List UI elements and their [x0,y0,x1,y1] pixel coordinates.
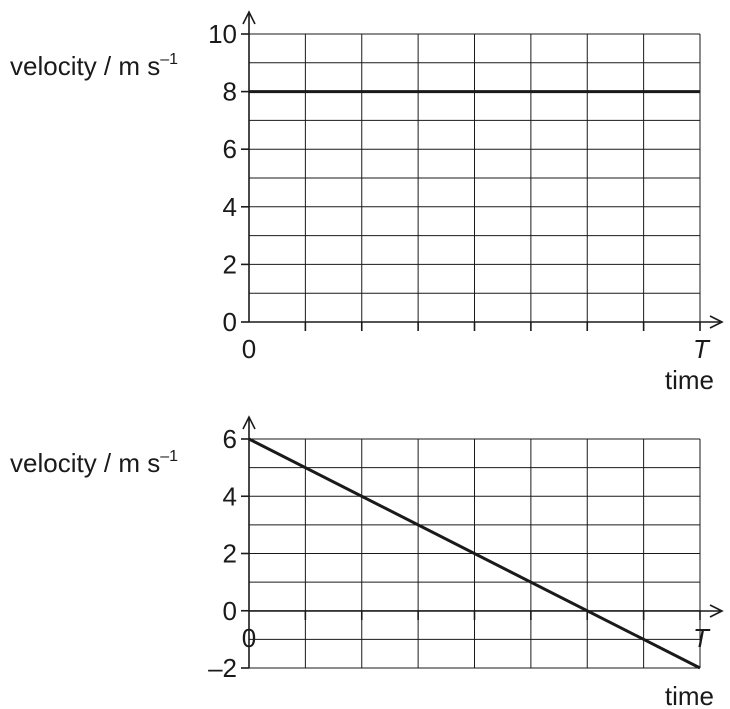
y-axis-title-main: velocity / m s [10,448,160,478]
x-axis-title: time [665,365,714,395]
y-tick-label: 6 [223,134,237,164]
x-axis-arrow-icon [709,315,724,329]
y-axis-title: velocity / m s–1 [10,448,178,478]
y-tick-label: 2 [223,249,237,279]
y-tick-label: 10 [208,19,237,49]
x-tick-label-origin: 0 [242,334,256,364]
series-line [248,437,701,670]
y-tick-label: 6 [223,424,237,454]
y-tick-label: 4 [223,481,237,511]
y-axis-title-superscript: –1 [160,448,178,465]
y-axis-title-superscript: –1 [160,51,178,68]
x-tick-label-origin: 0 [242,623,256,653]
x-axis-title: time [665,681,714,709]
y-tick-label: 0 [223,596,237,626]
y-tick-label: 4 [223,192,237,222]
y-axis-title: velocity / m s–1 [10,51,178,81]
y-axis-arrow-icon [242,415,256,430]
x-axis-arrow-icon [709,604,724,618]
y-axis-title-main: velocity / m s [10,51,160,81]
x-tick-label-end: T [693,334,711,364]
y-tick-label: 0 [223,307,237,337]
y-axis-arrow-icon [242,10,256,25]
x-tick-label-end: T [693,623,711,653]
y-tick-label: 8 [223,77,237,107]
y-tick-label: 2 [223,539,237,569]
y-tick-label: –2 [208,653,237,683]
